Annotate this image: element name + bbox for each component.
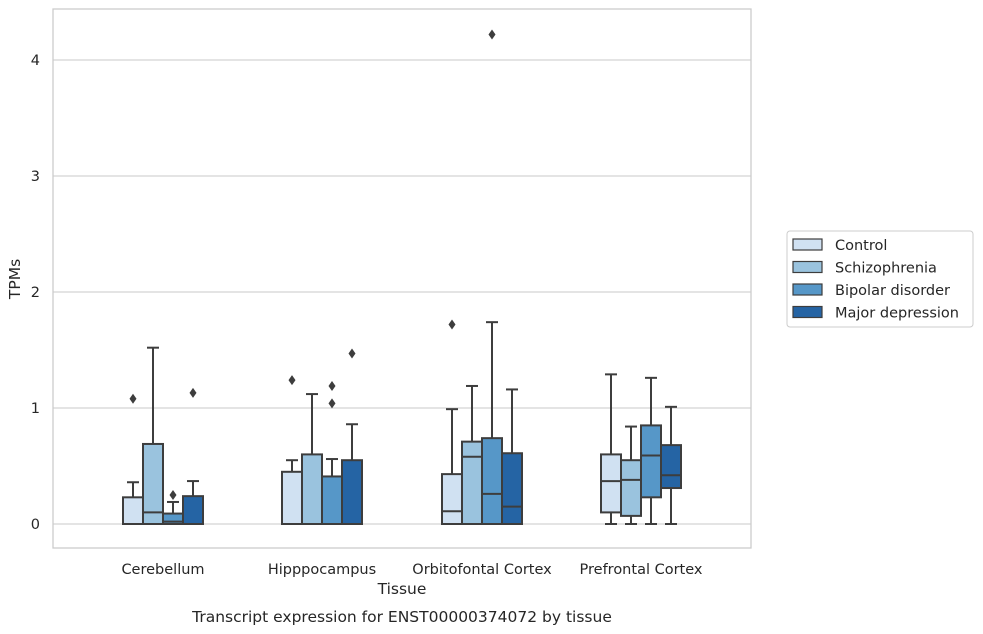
- outlier-point: [288, 375, 296, 386]
- outlier-point: [129, 393, 137, 404]
- x-tick-label: Prefrontal Cortex: [580, 562, 703, 578]
- x-tick-label: Hipppocampus: [268, 562, 376, 578]
- legend-label: Schizophrenia: [835, 261, 937, 277]
- box-iqr: [321, 475, 343, 526]
- outlier-point: [169, 490, 177, 500]
- box-iqr: [142, 442, 164, 525]
- y-tick-label: 0: [31, 517, 40, 533]
- box-major-depression: [660, 405, 682, 525]
- y-tick-label: 3: [31, 169, 40, 185]
- legend-swatch: [792, 260, 823, 274]
- box-iqr: [501, 452, 523, 525]
- x-tick-label: Orbitofontal Cortex: [412, 562, 552, 578]
- outlier-point: [488, 29, 496, 40]
- box-major-depression: [341, 348, 363, 526]
- plot-background: [53, 9, 751, 548]
- legend-label: Control: [835, 238, 887, 254]
- legend-swatch: [792, 238, 823, 251]
- legend-frame: [786, 230, 974, 328]
- box-bipolar-disorder: [321, 380, 343, 526]
- box-iqr: [182, 495, 204, 526]
- box-groups: [122, 29, 682, 526]
- outlier-point: [448, 319, 456, 330]
- legend-label: Bipolar disorder: [835, 283, 950, 299]
- box-schizophrenia: [142, 346, 164, 525]
- box-major-depression: [501, 388, 523, 525]
- box-schizophrenia: [461, 384, 483, 526]
- y-axis-ticks: 0 1 2 3 4: [31, 53, 40, 533]
- legend-swatch: [792, 305, 823, 319]
- outlier-point: [328, 398, 336, 409]
- x-axis-ticks: Cerebellum Hipppocampus Orbitofontal Corte…: [121, 562, 702, 578]
- y-axis-title: TPMs: [6, 259, 24, 300]
- box-control: [122, 393, 144, 526]
- y-tick-label: 4: [31, 53, 40, 69]
- box-iqr: [281, 470, 303, 525]
- box-iqr: [301, 453, 323, 525]
- box-iqr: [600, 453, 622, 514]
- box-iqr: [640, 424, 662, 499]
- x-tick-label: Cerebellum: [121, 562, 204, 578]
- box-bipolar-disorder: [162, 490, 184, 525]
- box-iqr: [341, 459, 363, 526]
- legend: Control Schizophrenia Bipolar disorder Majo…: [786, 230, 974, 328]
- outlier-point: [328, 380, 336, 391]
- box-iqr: [620, 459, 642, 517]
- box-iqr: [660, 444, 682, 490]
- box-control: [281, 375, 303, 525]
- chart-caption: Transcript expression for ENST0000037407…: [191, 608, 612, 626]
- box-major-depression: [182, 387, 204, 526]
- outlier-point: [348, 348, 356, 359]
- y-tick-label: 1: [31, 401, 40, 417]
- plot-frame: [52, 8, 752, 549]
- legend-label: Major depression: [835, 306, 959, 322]
- y-tick-label: 2: [31, 285, 40, 301]
- legend-swatch: [792, 283, 823, 296]
- box-iqr: [441, 473, 463, 525]
- x-axis-title: Tissue: [377, 580, 427, 598]
- outlier-point: [189, 387, 197, 398]
- box-iqr: [481, 437, 503, 525]
- box-iqr: [122, 496, 144, 526]
- box-iqr: [461, 440, 483, 526]
- box-control: [441, 319, 463, 525]
- box-schizophrenia: [301, 393, 323, 525]
